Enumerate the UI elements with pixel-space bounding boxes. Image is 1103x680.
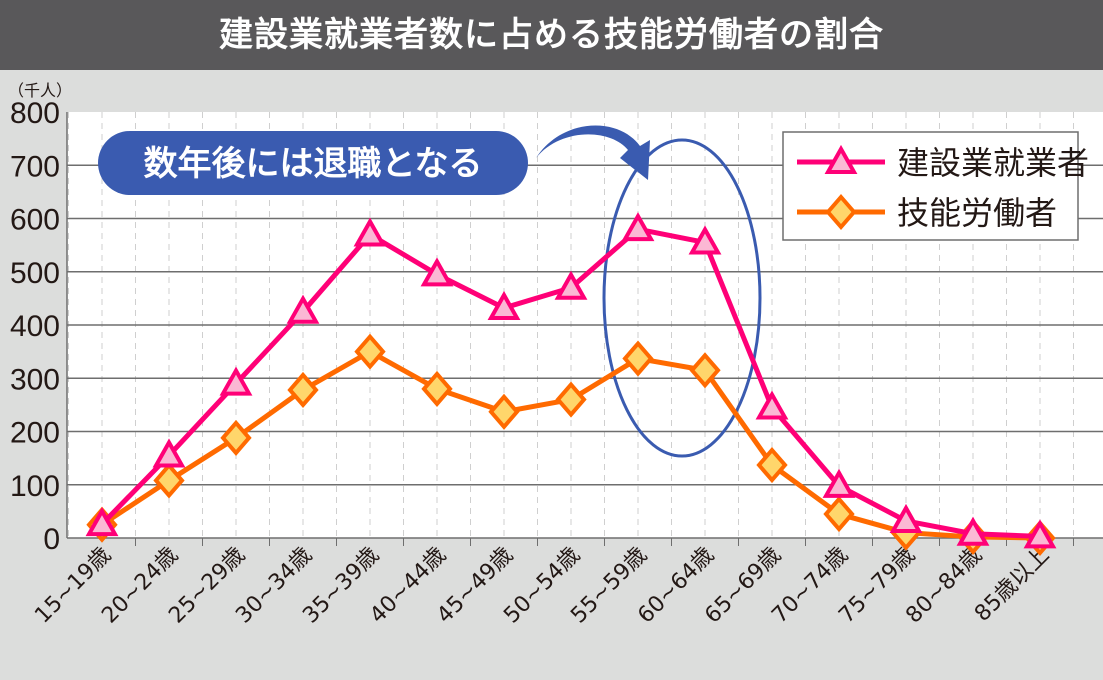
chart-title: 建設業就業者数に占める技能労働者の割合	[0, 0, 1103, 70]
data-point	[756, 446, 788, 484]
data-point	[554, 270, 588, 300]
data-point	[421, 370, 453, 407]
data-point	[219, 366, 253, 396]
data-point	[153, 462, 185, 499]
callout-text: 数年後には退職となる	[144, 144, 483, 184]
data-point	[220, 419, 252, 456]
y-tick-label: 500	[10, 257, 60, 290]
data-point	[287, 371, 319, 409]
y-tick-label: 400	[10, 310, 60, 343]
data-point	[152, 438, 186, 468]
highlight-ellipse	[602, 138, 762, 458]
callout-bubble	[98, 131, 528, 195]
data-point	[1023, 519, 1057, 549]
y-tick-label: 700	[10, 150, 60, 183]
data-point	[688, 225, 722, 255]
data-point	[689, 352, 721, 389]
legend-label: 建設業就業者	[897, 144, 1089, 182]
legend-marker	[824, 144, 858, 174]
data-point	[488, 393, 520, 430]
data-point	[487, 290, 521, 320]
data-point	[956, 516, 990, 546]
data-point	[354, 333, 386, 370]
legend-marker	[825, 193, 857, 231]
data-point	[889, 503, 923, 533]
y-tick-label: 0	[43, 523, 60, 556]
x-tick-label: 85歳以上	[970, 543, 1054, 627]
y-tick-label: 800	[10, 97, 60, 130]
series-construction-workers	[85, 212, 1057, 549]
data-point	[555, 381, 587, 418]
y-tick-label: 100	[10, 470, 60, 503]
data-point	[286, 294, 320, 324]
data-point	[823, 495, 855, 533]
arrow-icon	[536, 125, 650, 180]
data-point	[755, 390, 789, 420]
legend-box	[782, 131, 1079, 241]
y-tick-label: 600	[10, 204, 60, 237]
data-point	[353, 217, 387, 247]
legend-label: 技能労働者	[897, 194, 1057, 232]
data-point	[420, 257, 454, 287]
y-tick-label: 300	[10, 363, 60, 396]
y-axis-unit: （千人）	[8, 81, 72, 100]
data-point	[622, 340, 654, 377]
data-point	[85, 507, 119, 537]
data-point	[822, 468, 856, 498]
y-tick-label: 200	[10, 417, 60, 450]
data-point	[621, 212, 655, 242]
